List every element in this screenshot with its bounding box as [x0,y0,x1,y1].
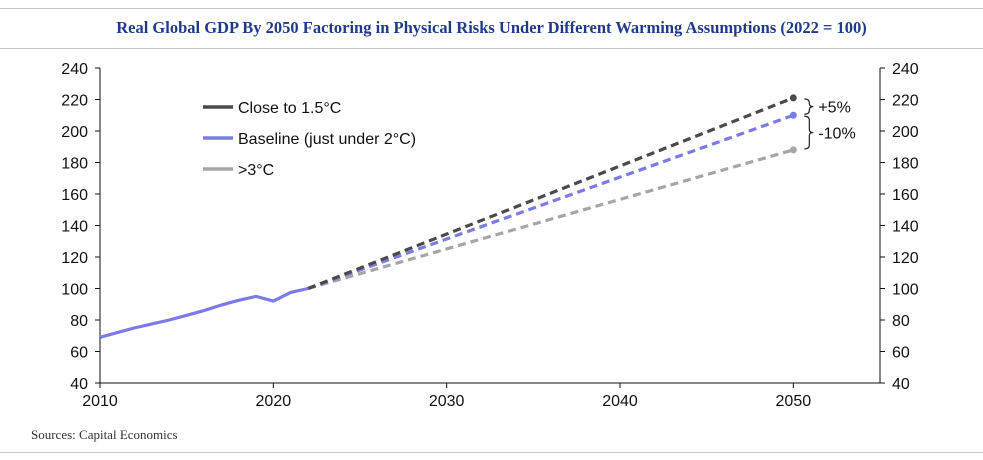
y-tick-label-right: 240 [892,61,919,78]
source-note: Sources: Capital Economics [31,427,178,442]
y-tick-label-left: 100 [61,282,88,299]
series-end-point [789,146,797,154]
y-tick-label-right: 180 [892,156,919,173]
y-tick-label-left: 220 [61,93,88,110]
y-tick-label-left: 40 [70,376,88,393]
y-tick-label-right: 220 [892,93,919,110]
legend-label: >3°C [238,162,274,179]
y-tick-label-left: 240 [61,61,88,78]
x-tick-label: 2050 [776,393,812,410]
y-tick-label-left: 180 [61,156,88,173]
legend-label: Baseline (just under 2°C) [238,131,416,148]
y-tick-label-left: 60 [70,345,88,362]
top-rule [0,8,983,9]
chart-title: Real Global GDP By 2050 Factoring in Phy… [116,18,867,37]
y-tick-label-left: 120 [61,250,88,267]
annotation-label: -10% [818,126,855,143]
x-tick-label: 2010 [82,393,118,410]
y-tick-label-left: 140 [61,219,88,236]
bottom-rule [0,452,983,453]
y-tick-label-left: 160 [61,187,88,204]
series-line [307,113,794,291]
y-tick-label-left: 200 [61,124,88,141]
title-rule [0,48,983,49]
annotation-brace [804,115,814,150]
annotation-brace [804,98,814,115]
legend-label: Close to 1.5°C [238,100,341,117]
x-tick-label: 2020 [256,393,292,410]
annotation-label: +5% [818,100,850,117]
y-tick-label-right: 140 [892,219,919,236]
y-tick-label-right: 120 [892,250,919,267]
y-tick-label-right: 200 [892,124,919,141]
x-tick-label: 2030 [429,393,465,410]
series-end-point [789,111,797,119]
y-tick-label-right: 40 [892,376,910,393]
series-end-point [789,94,797,102]
series-line [307,148,794,291]
historical-line [99,286,309,339]
x-tick-label: 2040 [602,393,638,410]
y-tick-label-right: 160 [892,187,919,204]
y-tick-label-right: 80 [892,313,910,330]
y-tick-label-right: 100 [892,282,919,299]
series-line [307,96,794,290]
y-tick-label-right: 60 [892,345,910,362]
y-tick-label-left: 80 [70,313,88,330]
